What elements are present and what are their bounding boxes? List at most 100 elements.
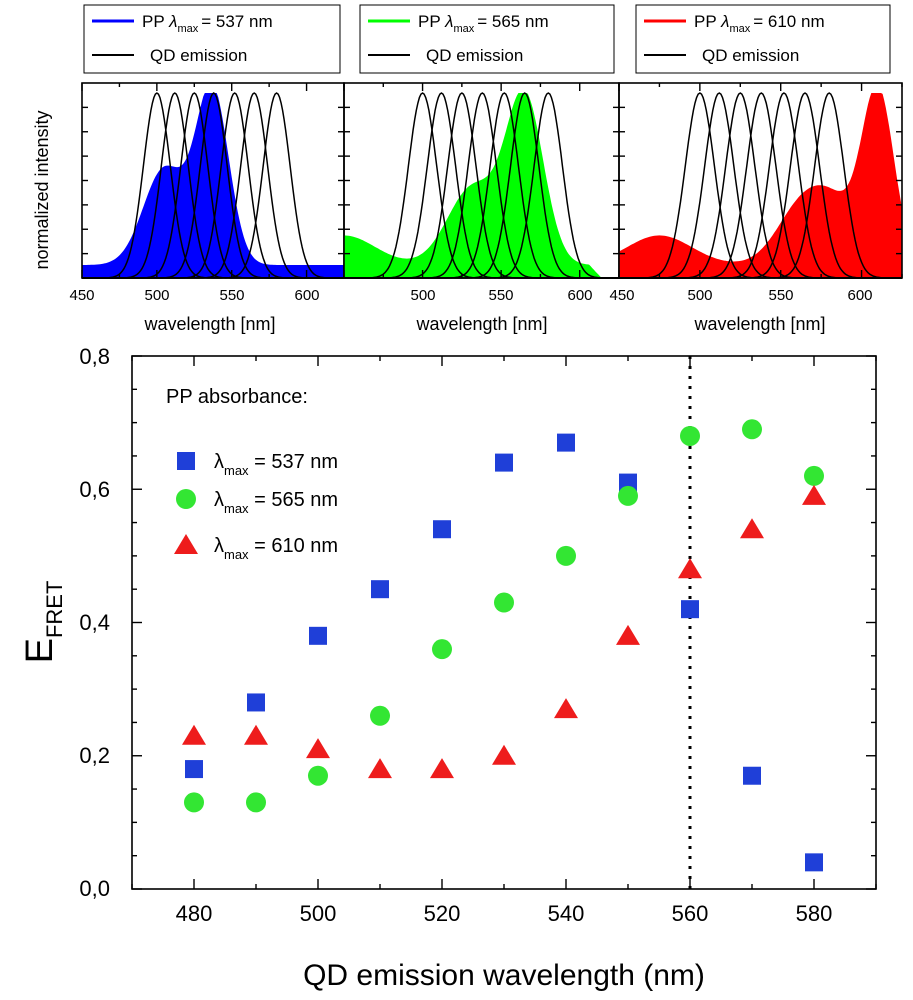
point-triangle-500 — [306, 738, 330, 759]
point-triangle-550 — [616, 624, 640, 645]
legend-lambda-green: λ — [444, 12, 453, 31]
xtick-520: 520 — [424, 901, 461, 926]
point-square-580 — [805, 853, 823, 872]
point-circle-530 — [494, 592, 514, 613]
x-axis-label-red: wavelength [nm] — [693, 314, 825, 334]
xtick-red-1: 500 — [687, 287, 712, 304]
legend-label-pp-green: PP λmax = 565 nm — [418, 12, 549, 35]
xtick-green-0: 500 — [410, 287, 435, 304]
legend-box-blue — [83, 4, 341, 74]
xtick-blue-3: 600 — [294, 287, 319, 304]
absorbance-fill-red — [619, 93, 902, 278]
point-circle-540 — [556, 545, 576, 566]
panel-green: PP λmax = 565 nm QD emission 500 550 600 … — [343, 4, 620, 334]
ytick-0: 0,0 — [79, 876, 110, 901]
main-y-label-main: E — [19, 638, 61, 663]
point-circle-480 — [184, 792, 204, 813]
point-circle-560 — [680, 425, 700, 446]
legend-suffix-blue: = 537 nm — [201, 12, 272, 31]
legend-marker-circle — [176, 489, 196, 509]
point-circle-570 — [742, 419, 762, 440]
xtick-480: 480 — [176, 901, 213, 926]
point-triangle-540 — [554, 698, 578, 719]
main-legend-title: PP absorbance: — [166, 386, 308, 408]
point-circle-520 — [432, 639, 452, 660]
legend-sub-565: max — [224, 501, 249, 516]
point-square-500 — [309, 626, 327, 645]
x-axis-label-blue: wavelength [nm] — [143, 314, 275, 334]
x-ticks-blue — [81, 83, 345, 278]
legend-label-pp-blue: PP λmax = 537 nm — [142, 12, 273, 35]
point-triangle-480 — [182, 724, 206, 745]
legend-marker-square — [177, 452, 195, 470]
xtick-blue-1: 500 — [144, 287, 169, 304]
point-circle-580 — [804, 465, 824, 486]
legend-lambda-blue: λ — [168, 12, 177, 31]
legend-sub-610: max — [224, 547, 249, 562]
main-x-axis-label: QD emission wavelength (nm) — [303, 959, 705, 992]
xtick-red-0: 450 — [609, 287, 634, 304]
xtick-540: 540 — [548, 901, 585, 926]
legend-sym-610: λ — [214, 535, 224, 557]
point-square-520 — [433, 520, 451, 539]
point-square-490 — [247, 693, 265, 712]
legend-lambda-red: λ — [720, 12, 729, 31]
xtick-green-1: 550 — [488, 287, 513, 304]
main-legend-label-537: λmax = 537 nm — [214, 451, 338, 478]
ytick-2: 0,4 — [79, 610, 110, 635]
xtick-560: 560 — [672, 901, 709, 926]
xtick-500: 500 — [300, 901, 337, 926]
legend-label-qd-green: QD emission — [426, 46, 523, 65]
legend-suffix-red: = 610 nm — [753, 12, 824, 31]
legend-sym-565: λ — [214, 489, 224, 511]
main-data-points — [182, 419, 826, 872]
legend-sub-red: max — [729, 23, 750, 35]
point-square-560 — [681, 600, 699, 619]
legend-suffix-green: = 565 nm — [477, 12, 548, 31]
legend-prefix-red: PP — [694, 12, 721, 31]
absorbance-fill-green — [344, 93, 619, 278]
xtick-blue-0: 450 — [69, 287, 94, 304]
legend-sym-537: λ — [214, 451, 224, 473]
point-triangle-560 — [678, 558, 702, 579]
point-square-570 — [743, 766, 761, 785]
point-square-480 — [185, 760, 203, 779]
absorbance-fill-blue — [82, 93, 344, 278]
point-circle-510 — [370, 705, 390, 726]
plot-area-green — [344, 92, 619, 279]
point-triangle-570 — [740, 518, 764, 539]
plot-area-red — [619, 92, 902, 279]
point-triangle-510 — [368, 758, 392, 779]
legend-suffix-537: = 537 nm — [249, 451, 339, 473]
ytick-4: 0,8 — [79, 344, 110, 369]
point-circle-550 — [618, 485, 638, 506]
x-ticks-red — [618, 83, 903, 278]
main-legend-label-565: λmax = 565 nm — [214, 489, 338, 516]
main-ticks — [131, 355, 877, 890]
xtick-red-3: 600 — [847, 287, 872, 304]
legend-sub-blue: max — [177, 23, 198, 35]
legend-box-green — [359, 4, 615, 74]
legend-suffix-565: = 565 nm — [249, 489, 339, 511]
point-triangle-580 — [802, 484, 826, 505]
point-square-540 — [557, 433, 575, 452]
point-triangle-520 — [430, 758, 454, 779]
point-triangle-490 — [244, 724, 268, 745]
panel-red: PP λmax = 610 nm QD emission 450 500 550 … — [609, 4, 903, 334]
ytick-1: 0,2 — [79, 743, 110, 768]
legend-sub-537: max — [224, 463, 249, 478]
legend-label-qd-red: QD emission — [702, 46, 799, 65]
legend-prefix-green: PP — [418, 12, 445, 31]
main-y-label-text: EFRET — [19, 581, 67, 664]
point-circle-490 — [246, 792, 266, 813]
legend-sub-green: max — [453, 23, 474, 35]
xtick-red-2: 550 — [768, 287, 793, 304]
point-square-510 — [371, 580, 389, 599]
panel-blue: PP λmax = 537 nm QD emission 450 500 550 … — [32, 4, 345, 334]
legend-prefix-blue: PP — [142, 12, 169, 31]
main-y-axis-label: EFRET — [19, 581, 67, 664]
legend-suffix-610: = 610 nm — [249, 535, 339, 557]
y-axis-label-small: normalized intensity — [32, 110, 52, 269]
xtick-blue-2: 550 — [219, 287, 244, 304]
legend-box-red — [635, 4, 891, 74]
